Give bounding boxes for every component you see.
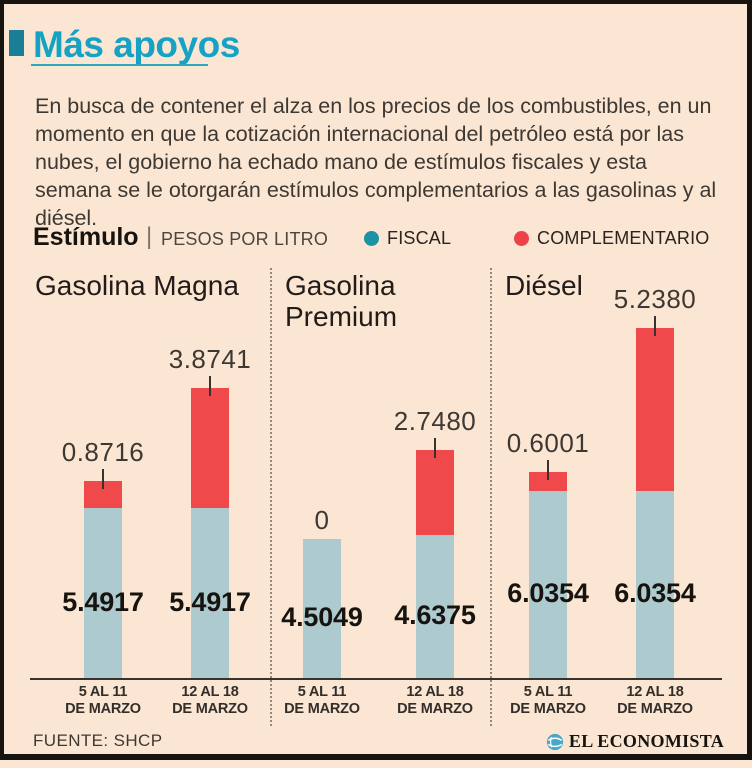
- el-economista-globe-icon: [546, 733, 563, 750]
- group-title: Gasolina Premium: [285, 270, 398, 332]
- complementario-value-label: 2.7480: [393, 406, 477, 436]
- complementario-pointer-line: [547, 460, 549, 480]
- chart-title: Estímulo: [33, 223, 139, 251]
- complementario-pointer-line: [434, 438, 436, 458]
- x-axis-line: [30, 678, 722, 680]
- publisher-brand: EL ECONOMISTA: [546, 731, 724, 752]
- group-title: Gasolina Magna: [35, 270, 239, 301]
- complementario-value-label: 5.2380: [613, 284, 697, 314]
- legend-pipe-divider: |: [146, 223, 153, 250]
- x-axis-period-label: 5 AL 11 DE MARZO: [284, 684, 360, 717]
- fiscal-value-label: 4.5049: [281, 602, 363, 632]
- complementario-pointer-line: [102, 469, 104, 489]
- source-note: FUENTE: SHCP: [33, 731, 163, 750]
- fiscal-dot-icon: [364, 231, 379, 246]
- bar-fiscal-segment: [416, 535, 454, 679]
- bar-fiscal-segment: [84, 508, 122, 679]
- fiscal-value-label: 4.6375: [394, 600, 476, 630]
- legend-item-fiscal: FISCAL: [364, 228, 451, 249]
- chart-unit-label: PESOS POR LITRO: [161, 229, 329, 249]
- bar-complementario-segment: [636, 328, 674, 491]
- complementario-value-label: 3.8741: [168, 344, 252, 374]
- legend-item-complementario: COMPLEMENTARIO: [514, 228, 709, 249]
- bar-fiscal-segment: [636, 491, 674, 679]
- intro-paragraph: En busca de contener el alza en los prec…: [35, 94, 717, 230]
- complementario-value-label: 0: [314, 505, 330, 535]
- legend-fiscal-label: FISCAL: [387, 228, 452, 248]
- fiscal-value-label: 5.4917: [169, 586, 251, 617]
- publisher-name: EL ECONOMISTA: [568, 731, 724, 751]
- group-title: Diésel: [505, 270, 583, 301]
- complementario-value-label: 0.8716: [61, 437, 145, 467]
- page-title: Más apoyos: [33, 24, 240, 65]
- fiscal-value-label: 6.0354: [507, 578, 589, 608]
- bar-fiscal-segment: [529, 491, 567, 679]
- legend-complementario-label: COMPLEMENTARIO: [537, 228, 710, 248]
- title-underline: [31, 64, 208, 66]
- x-axis-period-label: 12 AL 18 DE MARZO: [172, 684, 248, 717]
- bar-complementario-segment: [529, 472, 567, 491]
- bar-fiscal-segment: [191, 508, 229, 679]
- x-axis-period-label: 5 AL 11 DE MARZO: [510, 684, 586, 717]
- x-axis-period-label: 5 AL 11 DE MARZO: [65, 684, 141, 717]
- bar-complementario-segment: [416, 450, 454, 535]
- complementario-pointer-line: [654, 316, 656, 336]
- title-accent-square: [9, 30, 24, 56]
- complementario-pointer-line: [209, 376, 211, 396]
- group-divider-dotted-line: [270, 268, 272, 726]
- group-divider-dotted-line: [490, 268, 492, 726]
- x-axis-period-label: 12 AL 18 DE MARZO: [617, 684, 693, 717]
- fiscal-value-label: 6.0354: [614, 578, 696, 608]
- fiscal-value-label: 5.4917: [62, 586, 144, 617]
- bar-complementario-segment: [191, 388, 229, 508]
- x-axis-period-label: 12 AL 18 DE MARZO: [397, 684, 473, 717]
- complementario-dot-icon: [514, 231, 529, 246]
- complementario-value-label: 0.6001: [506, 428, 590, 458]
- bar-fiscal-segment: [303, 539, 341, 679]
